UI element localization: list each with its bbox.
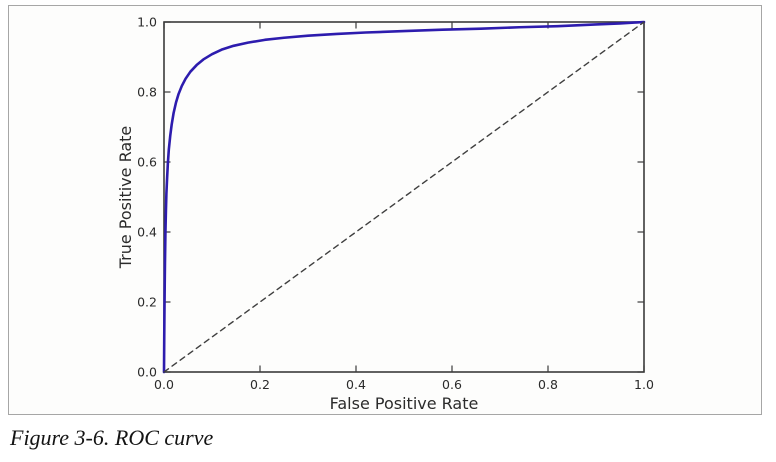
y-axis-label: True Positive Rate bbox=[116, 126, 135, 270]
y-tick-label: 0.4 bbox=[137, 225, 157, 240]
x-tick-label: 0.8 bbox=[538, 377, 558, 392]
roc-curve-line bbox=[162, 20, 646, 374]
x-tick-label: 0.4 bbox=[346, 377, 366, 392]
x-axis-label: False Positive Rate bbox=[330, 394, 479, 413]
x-tick-label: 0.0 bbox=[154, 377, 174, 392]
random-classifier-baseline-line bbox=[163, 21, 645, 373]
y-tick-label: 0.2 bbox=[137, 295, 157, 310]
figure-caption: Figure 3-6. ROC curve bbox=[10, 425, 214, 450]
x-tick-label: 1.0 bbox=[634, 377, 654, 392]
y-tick-label: 0.8 bbox=[137, 85, 157, 100]
y-tick-label: 1.0 bbox=[137, 15, 157, 30]
x-tick-label: 0.6 bbox=[442, 377, 462, 392]
x-tick-label: 0.2 bbox=[250, 377, 270, 392]
y-tick-label: 0.0 bbox=[137, 365, 157, 380]
y-tick-label: 0.6 bbox=[137, 155, 157, 170]
